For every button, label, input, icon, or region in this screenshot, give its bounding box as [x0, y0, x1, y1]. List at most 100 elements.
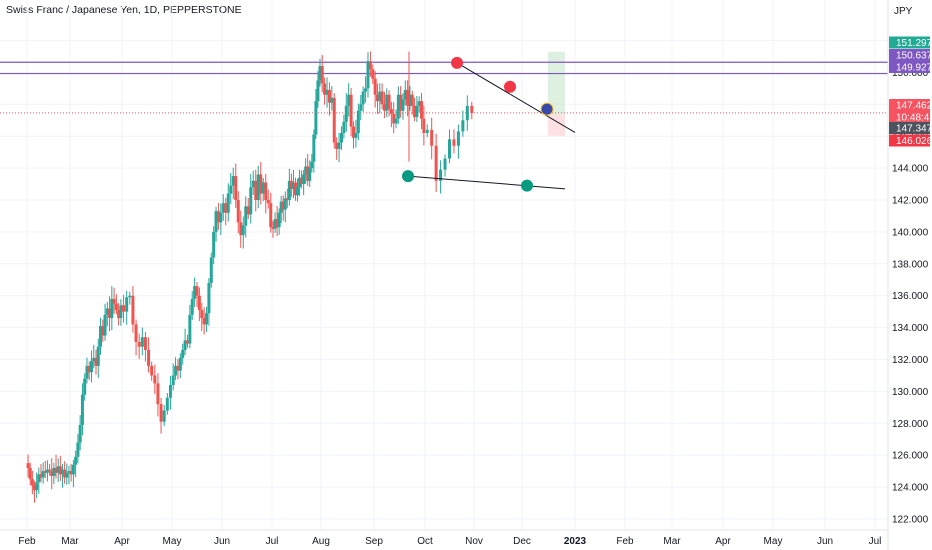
candle-body	[48, 469, 52, 472]
candle-body	[380, 91, 384, 105]
candle-body	[117, 310, 121, 319]
time-tick-label: Jul	[869, 536, 882, 547]
candle-body	[162, 410, 166, 422]
candle-body	[439, 169, 443, 181]
candle-body	[330, 97, 334, 103]
pivot-marker-red	[504, 80, 516, 93]
candle-body	[359, 104, 363, 111]
pattern-markers[interactable]	[402, 56, 554, 192]
candle-body	[310, 161, 314, 169]
candle-body	[251, 180, 255, 188]
candle-body	[28, 467, 32, 480]
candle-body	[285, 198, 289, 200]
candle-body	[300, 177, 304, 185]
candle-body	[174, 365, 178, 376]
candle-body	[425, 129, 429, 134]
candle-body	[37, 474, 41, 483]
candle-body	[125, 297, 129, 312]
price-tag-gray	[889, 122, 930, 134]
candle-body	[63, 469, 67, 478]
candle-body	[94, 357, 98, 366]
candle-body	[178, 357, 182, 371]
price-tag-label: 146.026	[896, 136, 932, 147]
horizontal-levels	[0, 61, 888, 114]
candle-body	[420, 101, 424, 119]
candle-body	[410, 94, 414, 106]
candle-body	[254, 180, 258, 200]
candle-body	[112, 298, 116, 304]
candle-body	[43, 471, 47, 473]
candle-body	[137, 341, 141, 347]
candle-body	[368, 61, 372, 70]
candle-body	[356, 110, 360, 134]
time-tick-label: 2023	[564, 536, 587, 547]
candle-body	[387, 94, 391, 110]
candle-body	[195, 286, 199, 296]
candle-body	[371, 69, 375, 79]
candle-body	[448, 139, 451, 159]
candle-body	[122, 305, 126, 312]
candle-body	[347, 94, 351, 106]
candle-body	[399, 94, 403, 111]
time-tick-label: Mar	[663, 536, 681, 547]
candle-body	[200, 310, 204, 319]
candle-body	[378, 91, 382, 102]
candle-body	[452, 139, 456, 146]
candle-body	[382, 104, 386, 111]
candle-body	[35, 482, 39, 491]
price-tick-label: 144.000	[892, 164, 929, 175]
candle-body	[128, 295, 132, 298]
candle-body	[461, 120, 465, 132]
candle-body	[470, 105, 474, 113]
candle-body	[342, 121, 346, 134]
chart-title: Swiss Franc / Japanese Yen, 1D, PEPPERST…	[6, 4, 242, 16]
candle-body	[408, 94, 412, 106]
candle-body	[101, 326, 105, 336]
time-tick-label: Feb	[616, 536, 634, 547]
candle-body	[406, 89, 410, 106]
candle-body	[289, 180, 293, 189]
time-tick-label: Apr	[715, 536, 731, 547]
pivot-marker-teal	[521, 179, 533, 192]
candle-body	[277, 212, 281, 228]
candle-body	[271, 227, 275, 229]
candle-body	[456, 131, 460, 146]
candle-body	[60, 469, 64, 475]
candle-body	[256, 174, 260, 200]
candle-body	[226, 193, 230, 213]
candle-body	[96, 346, 100, 366]
candle-body	[234, 176, 238, 200]
candle-body	[323, 83, 327, 95]
candle-body	[168, 385, 172, 398]
pivot-marker-red	[451, 56, 463, 69]
candle-body	[332, 97, 336, 143]
price-tick-label: 140.000	[892, 227, 929, 238]
time-tick-label: Sep	[365, 536, 383, 547]
candle-body	[54, 467, 58, 473]
candle-body	[279, 201, 283, 213]
time-tick-label: May	[764, 536, 783, 547]
candle-body	[131, 295, 135, 325]
candle-body	[335, 142, 339, 149]
candle-body	[30, 479, 34, 486]
candle-body	[181, 349, 185, 358]
candle-body	[150, 365, 154, 376]
candle-body	[308, 168, 312, 181]
candle-body	[354, 133, 358, 138]
candle-body	[188, 314, 192, 344]
stop-zone	[548, 114, 565, 136]
time-axis[interactable]: Feb Mar Apr May Jun Jul Aug Sep Oct Nov Dec 2023 Feb…	[0, 529, 888, 547]
time-tick-label: Mar	[61, 536, 79, 547]
price-tick-label: 128.000	[892, 419, 929, 430]
candle-body	[325, 89, 329, 95]
price-axis[interactable]: JPY152.000150.000148.000146.000144.00014…	[887, 0, 929, 550]
candle-body	[50, 471, 54, 476]
trendlines[interactable]	[407, 62, 576, 190]
candle-body	[373, 78, 377, 95]
candle-body	[316, 80, 320, 102]
candle-body	[171, 375, 175, 386]
candle-body	[159, 404, 163, 422]
price-tick-label: 126.000	[892, 451, 929, 462]
